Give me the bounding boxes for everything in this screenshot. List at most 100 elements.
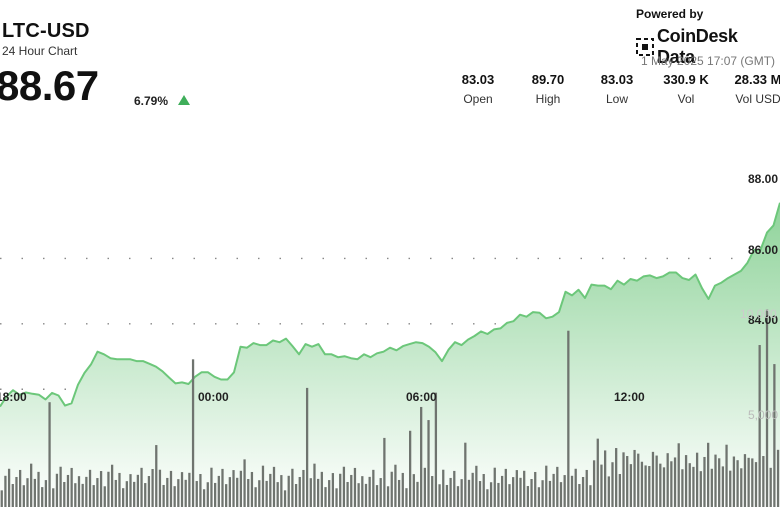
volume-bar [497, 482, 500, 507]
volume-bar [666, 453, 669, 507]
volume-bar [681, 469, 684, 507]
volume-bar [191, 359, 195, 507]
volume-bar [390, 471, 393, 507]
volume-bar [637, 453, 640, 507]
volume-bar [188, 472, 191, 507]
timestamp: 1 May 2025 17:07 (GMT) [641, 54, 776, 68]
volume-bar [640, 461, 644, 507]
volume-bar [567, 330, 570, 507]
volume-bar [773, 364, 776, 507]
volume-bar [530, 479, 533, 507]
volume-bar [136, 474, 140, 507]
stat-label: Vol [677, 92, 695, 106]
volume-bar [320, 471, 323, 507]
volume-bar [52, 488, 55, 507]
volume-bar [740, 468, 743, 507]
current-price: 88.67 [0, 62, 99, 109]
volume-bar [714, 454, 717, 507]
volume-bar [721, 466, 725, 507]
volume-bar [147, 476, 151, 507]
volume-bar [144, 483, 147, 507]
volume-bar [162, 484, 165, 507]
volume-bar [559, 482, 563, 507]
volume-bar [596, 438, 599, 507]
stat-label: Vol USD [735, 92, 780, 106]
stat-value: 83.03 [461, 72, 495, 87]
volume-bar [397, 479, 401, 507]
volume-tick-label: 5,000 [748, 408, 779, 422]
volume-bar [55, 473, 59, 507]
volume-bar [81, 483, 84, 507]
volume-bar [118, 472, 121, 507]
stat-label: High [535, 92, 561, 106]
volume-bar [537, 487, 541, 507]
volume-bar [383, 437, 386, 507]
volume-bar [74, 483, 77, 507]
stat-open: 83.03 Open [456, 72, 500, 106]
volume-bar [629, 464, 633, 507]
brand-name: CoinDesk Data [656, 26, 738, 67]
volume-bar [155, 445, 158, 507]
x-tick-label: 00:00 [198, 390, 229, 404]
volume-bar [375, 485, 379, 507]
volume-bar [283, 490, 287, 507]
volume-bar [214, 482, 217, 507]
y-tick-label: 86.00 [748, 243, 779, 257]
volume-bar [202, 489, 206, 507]
volume-bar [743, 454, 747, 507]
symbol-title: LTC-USD [2, 20, 90, 42]
volume-bar [158, 469, 162, 507]
volume-bar [239, 470, 243, 507]
volume-bar [169, 470, 173, 507]
volume-bar [769, 467, 772, 507]
volume-bar [247, 479, 250, 507]
volume-bar [655, 455, 658, 507]
volume-bar [751, 458, 754, 507]
volume-bar [556, 466, 559, 507]
y-tick-label: 84.00 [748, 313, 779, 327]
price-line [0, 202, 780, 408]
volume-bar [7, 468, 11, 507]
volume-bar [26, 478, 29, 507]
volume-bar [346, 481, 349, 507]
volume-bar [317, 478, 320, 507]
stat-value: 89.70 [531, 72, 565, 87]
volume-bar [427, 420, 430, 507]
volume-bar [718, 458, 721, 507]
volume-bar [298, 476, 301, 507]
volume-bar [66, 474, 70, 507]
volume-bar [305, 387, 309, 507]
volume-bar [545, 465, 548, 507]
volume-bar [736, 460, 739, 507]
volume-bar [512, 477, 515, 507]
volume-bar [276, 482, 279, 507]
up-arrow-icon [178, 95, 190, 105]
volume-bar [508, 484, 511, 507]
volume-bar [96, 478, 99, 507]
volume-bar [166, 477, 169, 507]
volume-bar [15, 476, 18, 507]
change-percent: 6.79% [134, 94, 169, 108]
volume-bar [622, 452, 625, 507]
volume-bar [405, 488, 408, 507]
chart-subtitle: 24 Hour Chart [2, 44, 78, 58]
y-tick-label: 88.00 [748, 172, 779, 186]
volume-bar [401, 472, 404, 507]
volume-bar [361, 476, 364, 507]
volume-bar [335, 488, 338, 507]
volume-bar [486, 489, 489, 507]
volume-bar [695, 452, 699, 507]
volume-bar [504, 468, 507, 507]
volume-bar [725, 444, 728, 507]
volume-bar [445, 484, 449, 507]
volume-bar [258, 480, 261, 507]
volume-bar [19, 469, 22, 507]
volume-bar [578, 484, 581, 507]
volume-bar [70, 467, 73, 507]
volume-bar [684, 455, 688, 507]
volume-bar [33, 478, 36, 507]
volume-bar [177, 479, 180, 507]
volume-bar [456, 486, 460, 507]
volume-bar [633, 449, 636, 507]
